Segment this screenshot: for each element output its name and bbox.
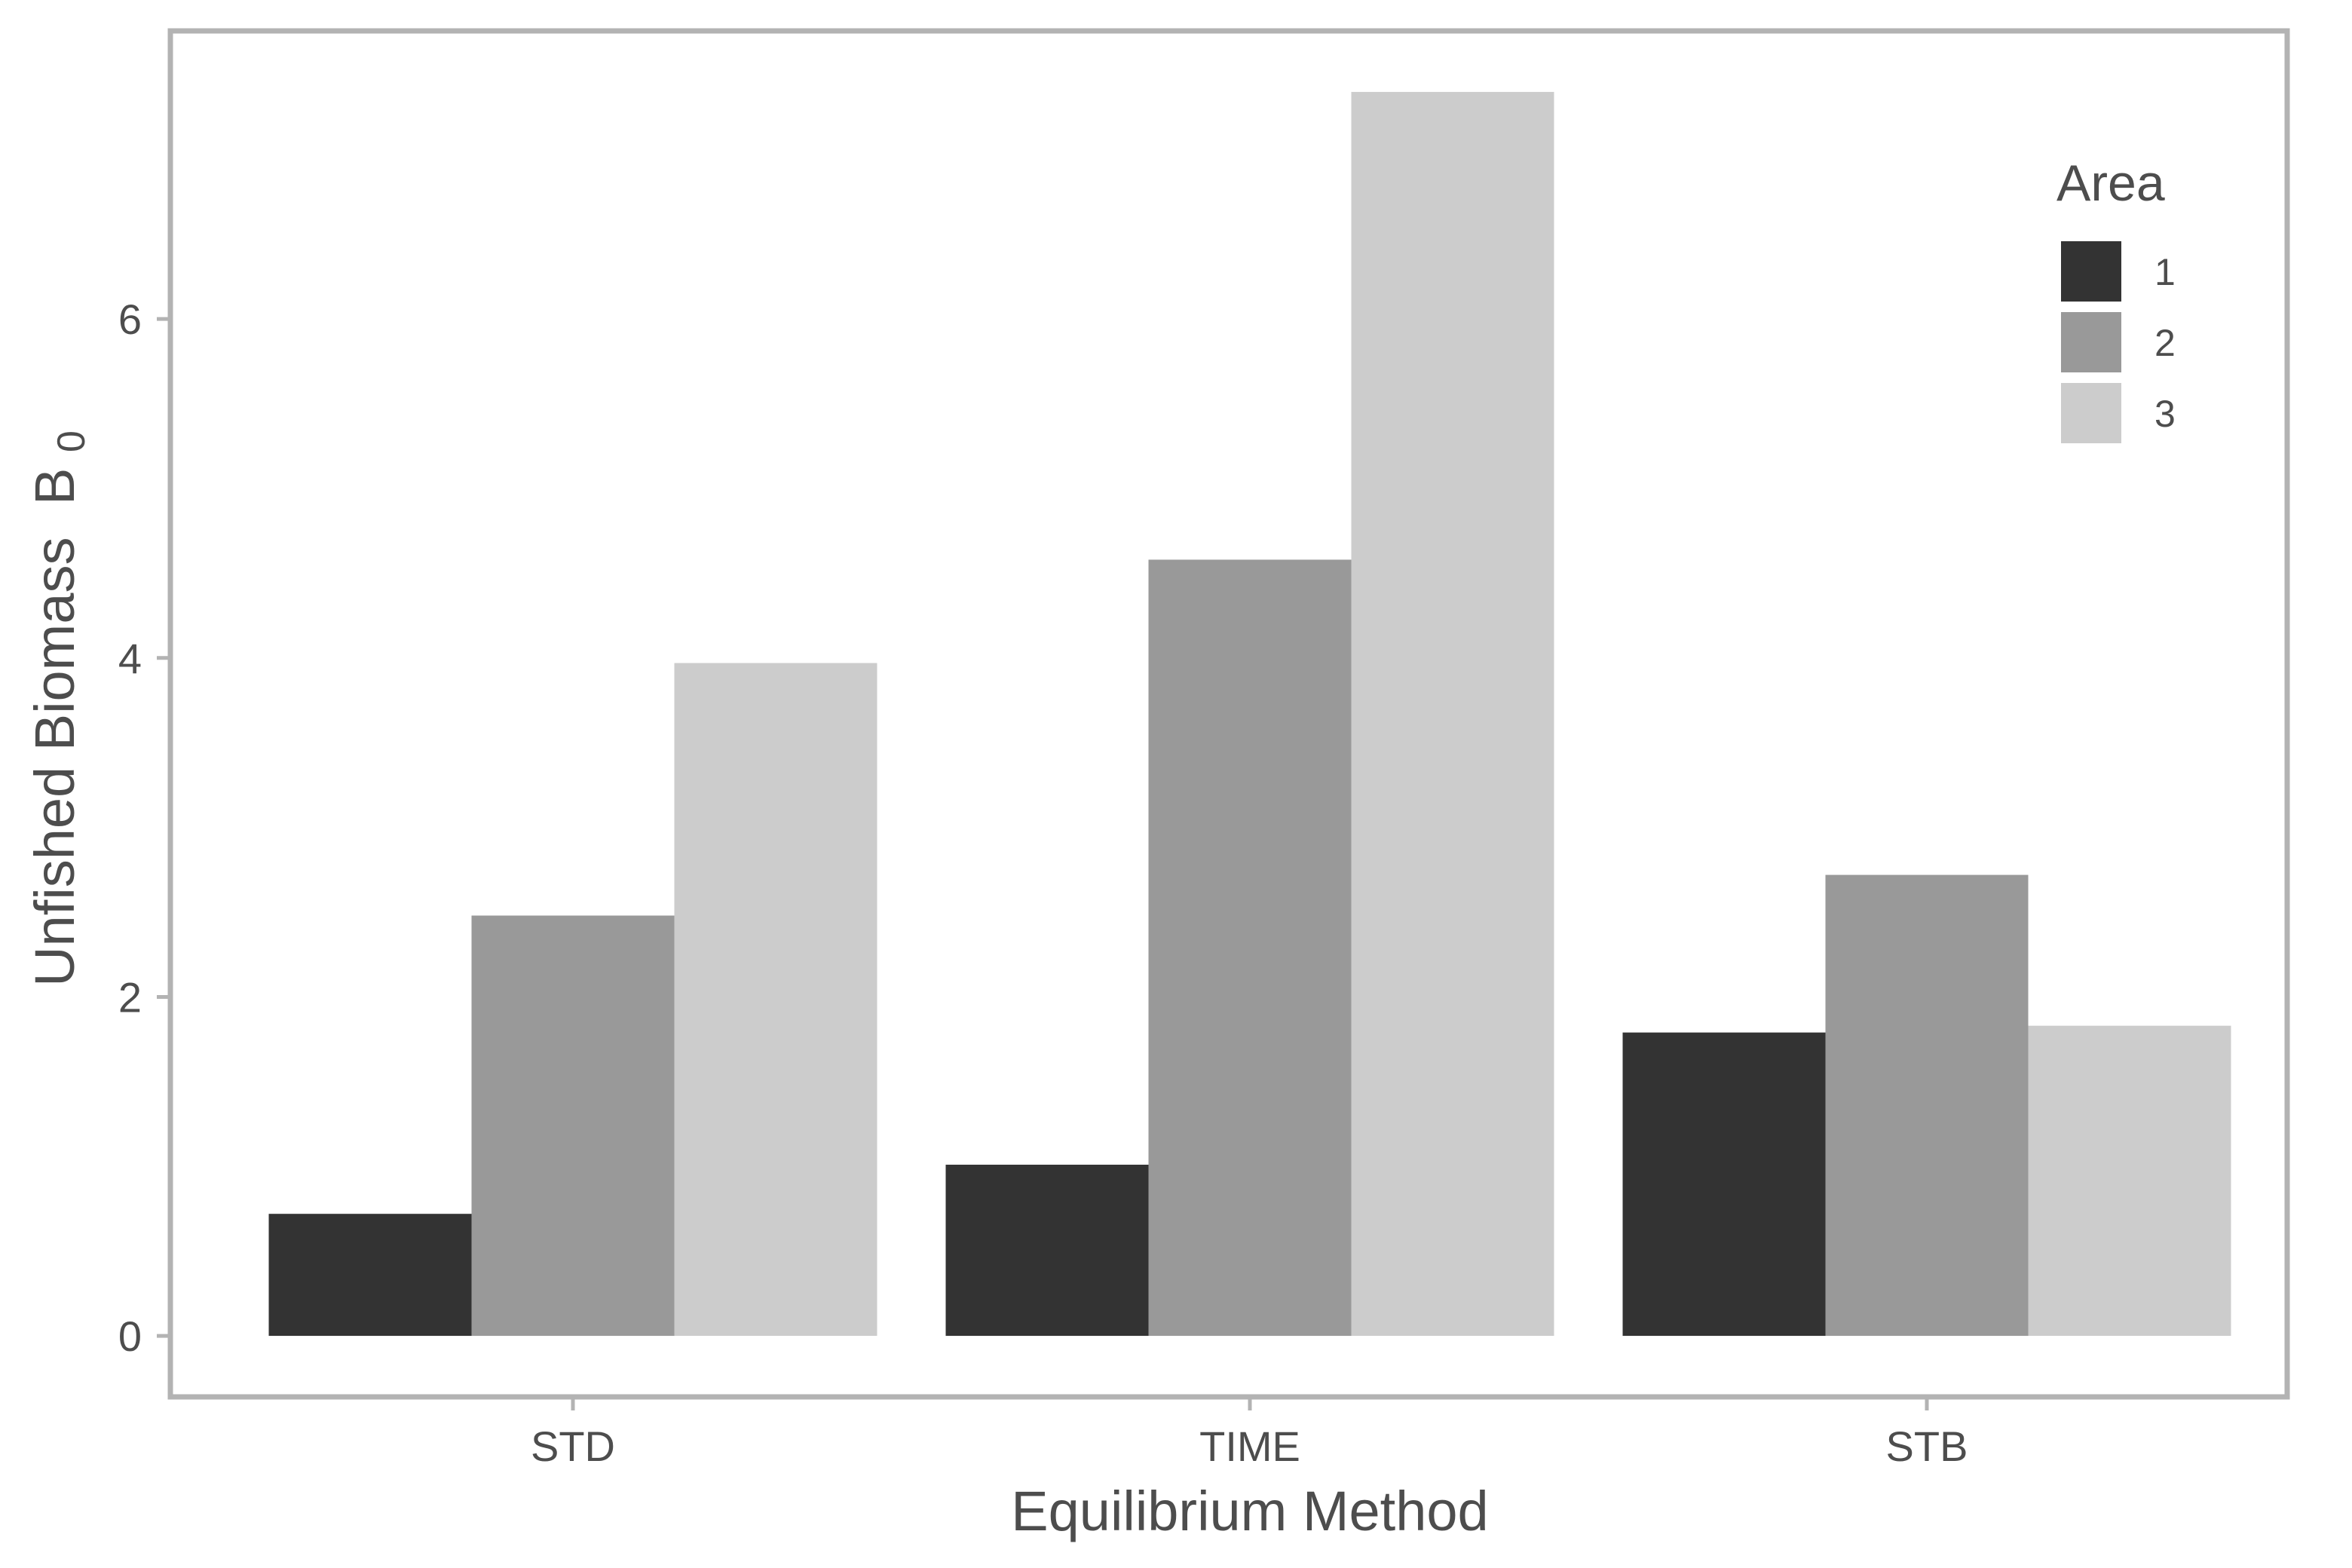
- bar-stb-area-3: [2028, 1025, 2231, 1337]
- y-tick-label: 4: [118, 635, 142, 682]
- legend: Area 1 2 3: [2056, 155, 2176, 446]
- x-tick-label: TIME: [1199, 1423, 1300, 1470]
- legend-key-area-1: [2058, 238, 2124, 305]
- legend-label-area-2: 2: [2154, 322, 2176, 364]
- bars-layer: [268, 91, 2231, 1337]
- x-axis-title: Equilibrium Method: [1011, 1480, 1488, 1542]
- y-axis-title: Unfished Biomass B 0: [23, 430, 93, 987]
- bar-stb-area-1: [1622, 1032, 1826, 1337]
- x-tick-label: STB: [1886, 1423, 1968, 1470]
- bar-std-area-3: [674, 663, 877, 1337]
- legend-key-area-3: [2058, 380, 2124, 446]
- legend-label-area-1: 1: [2154, 251, 2176, 293]
- bar-stb-area-2: [1825, 874, 2029, 1337]
- legend-label-area-3: 3: [2154, 393, 2176, 435]
- y-axis-title-text: Unfished Biomass: [23, 537, 86, 987]
- y-axis: 0 2 4 6: [118, 296, 170, 1360]
- y-tick-label: 2: [118, 973, 142, 1021]
- y-axis-title-symbol: B: [23, 468, 86, 505]
- bar-time-area-2: [1148, 559, 1352, 1337]
- y-tick-label: 6: [118, 296, 142, 343]
- x-tick-label: STD: [531, 1423, 615, 1470]
- x-axis: STD TIME STB: [531, 1397, 1968, 1470]
- legend-title: Area: [2056, 155, 2165, 212]
- bar-std-area-1: [268, 1214, 472, 1337]
- legend-key-area-2: [2058, 309, 2124, 375]
- bar-time-area-1: [945, 1165, 1149, 1337]
- panel-border: [167, 28, 2290, 1400]
- bar-std-area-2: [471, 915, 675, 1337]
- bar-time-area-3: [1351, 91, 1554, 1337]
- y-axis-title-subscript: 0: [50, 430, 93, 452]
- y-tick-label: 0: [118, 1312, 142, 1360]
